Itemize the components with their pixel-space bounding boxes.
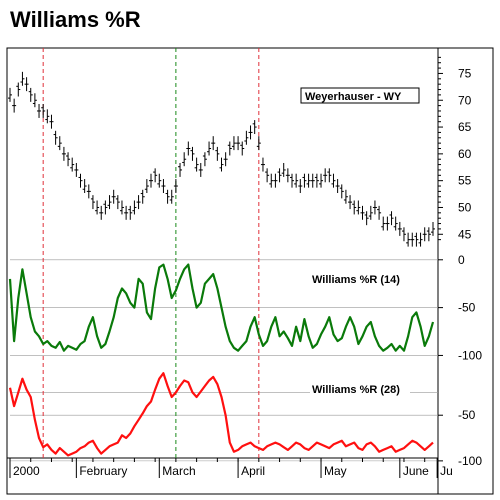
wr28-label: Williams %R (28)	[312, 384, 400, 396]
y-tick-label: -50	[458, 408, 476, 422]
y-tick-label: 70	[458, 93, 472, 107]
y-tick-label: 45	[458, 227, 472, 241]
x-tick-label: Ju	[440, 464, 453, 478]
chart-frame	[6, 47, 494, 495]
wr14-label-bg	[310, 272, 410, 286]
x-tick-label: 2000	[13, 464, 40, 478]
event-lines	[42, 48, 260, 458]
wr28-series	[8, 372, 434, 457]
wr14-line	[8, 263, 435, 352]
wr28-label-bg	[310, 382, 410, 396]
x-tick-label: April	[241, 464, 265, 478]
y-tick-label: 60	[458, 147, 472, 161]
x-tick-label: February	[79, 464, 127, 478]
wr14-label: Williams %R (14)	[312, 274, 400, 286]
outer-border	[6, 47, 494, 495]
price-series	[8, 71, 435, 247]
y-tick-label: 55	[458, 174, 472, 188]
y-tick-label: -100	[458, 348, 482, 362]
price-label: Weyerhauser - WY	[305, 91, 402, 103]
y-tick-label: -50	[458, 301, 476, 315]
y-tick-label: 65	[458, 120, 472, 134]
wr14-series	[8, 263, 435, 352]
wr28-line	[8, 372, 434, 457]
x-tick-label: June	[403, 464, 429, 478]
grid-lines	[10, 259, 438, 462]
x-tick-label: March	[162, 464, 195, 478]
x-tick-label: May	[324, 464, 347, 478]
price-label-box	[300, 87, 420, 104]
y-tick-label: 0	[458, 253, 465, 267]
y-tick-label: -100	[458, 454, 482, 468]
axis-labels: 45 50 55 60 65 70 75 0 -50 -100 -50 -100 2000 Februar…	[9, 56, 482, 478]
page-title: Williams %R	[10, 7, 141, 32]
y-tick-label: 50	[458, 200, 472, 214]
y-tick-label: 75	[458, 66, 472, 80]
